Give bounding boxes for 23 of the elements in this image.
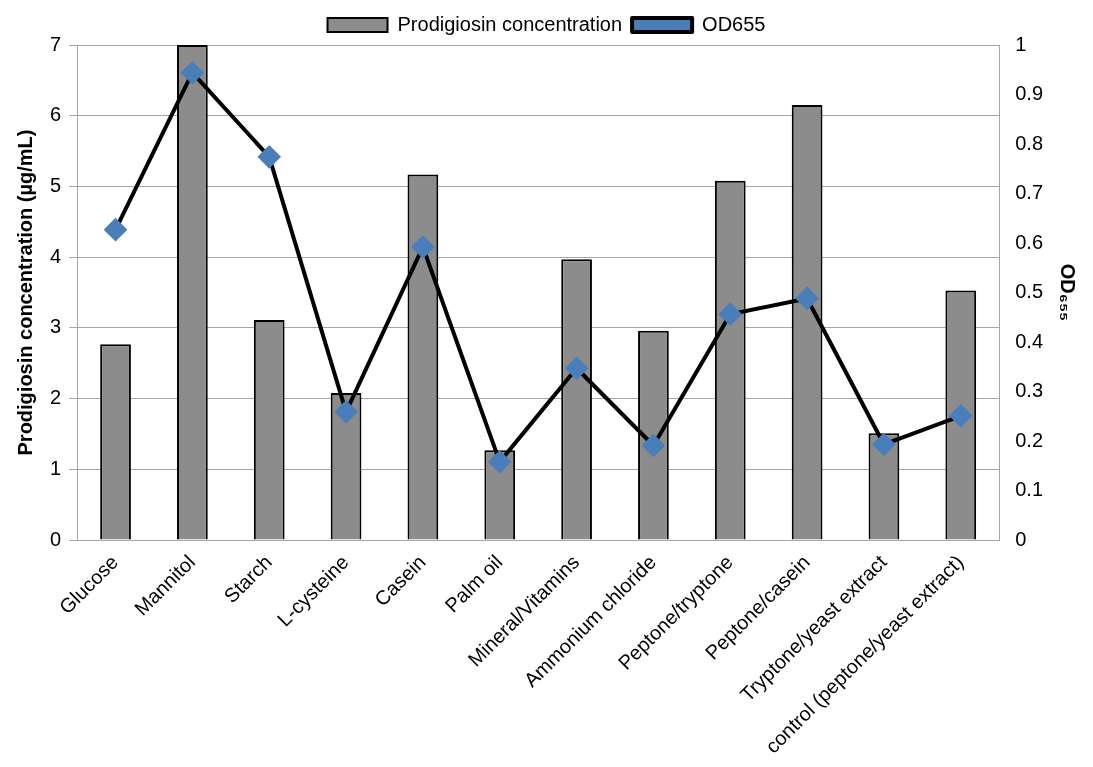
y-tick-label: 4	[50, 244, 62, 267]
y-axis-title: Prodigiosin concentration (µg/mL)	[13, 129, 36, 456]
y2-tick-label: 0.7	[1015, 181, 1044, 204]
y2-tick-label: 0.9	[1015, 82, 1044, 105]
y2-axis-title: OD₆₅₅	[1057, 263, 1080, 322]
legend-label: OD655	[702, 12, 766, 35]
y-tick-label: 1	[50, 456, 62, 479]
y-tick-label: 0	[50, 527, 62, 550]
legend-label: Prodigiosin concentration	[397, 12, 623, 35]
y2-tick-label: 0.1	[1015, 478, 1044, 501]
y-tick-label: 3	[50, 315, 62, 338]
y2-tick-label: 0.5	[1015, 280, 1044, 303]
y-tick-label: 7	[50, 32, 62, 55]
y-tick-label: 6	[50, 103, 62, 126]
y-tick-label: 5	[50, 173, 62, 196]
y2-tick-label: 0.8	[1015, 131, 1044, 154]
y2-tick-label: 0	[1015, 527, 1027, 550]
y2-tick-label: 0.2	[1015, 428, 1044, 451]
y-tick-label: 2	[50, 386, 62, 409]
y2-tick-label: 0.3	[1015, 379, 1044, 402]
y2-tick-label: 0.4	[1015, 329, 1044, 352]
y2-tick-label: 1	[1015, 32, 1027, 55]
y2-tick-label: 0.6	[1015, 230, 1044, 253]
